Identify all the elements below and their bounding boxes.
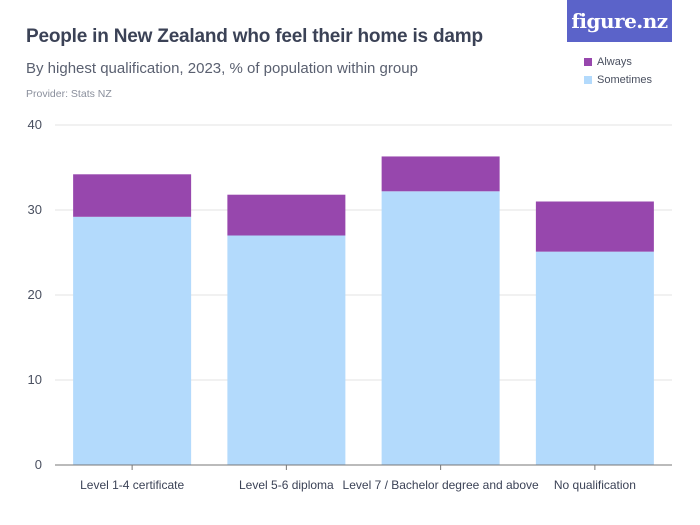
x-tick-label-1: Level 5-6 diploma [239,478,334,492]
bar-always-0 [73,174,192,217]
legend-item-sometimes: Sometimes [584,71,652,89]
x-tick-label-0: Level 1-4 certificate [80,478,184,492]
legend-swatch-sometimes [584,76,592,84]
chart-subtitle: By highest qualification, 2023, % of pop… [26,60,418,77]
data-provider: Provider: Stats NZ [26,88,112,100]
legend-item-always: Always [584,53,652,71]
legend-label-sometimes: Sometimes [597,74,653,86]
x-tick-label-3: No qualification [554,478,636,492]
bar-always-3 [535,201,654,252]
bar-sometimes-0 [73,216,192,465]
legend-label-always: Always [597,56,632,68]
y-tick-label-4: 40 [28,117,42,132]
bar-sometimes-2 [381,191,500,466]
bar-always-2 [381,156,500,192]
legend-swatch-always [584,58,592,66]
bar-sometimes-3 [535,251,654,465]
y-tick-label-0: 0 [35,457,42,472]
bar-sometimes-1 [227,235,346,465]
x-tick-label-2: Level 7 / Bachelor degree and above [343,478,539,492]
y-tick-label-2: 20 [28,287,42,302]
bar-always-1 [227,194,346,236]
figure-nz-logo[interactable]: figure.nz [567,0,672,42]
y-tick-label-1: 10 [28,372,42,387]
chart-title: People in New Zealand who feel their hom… [26,26,483,47]
y-tick-label-3: 30 [28,202,42,217]
chart-legend: Always Sometimes [584,53,652,89]
